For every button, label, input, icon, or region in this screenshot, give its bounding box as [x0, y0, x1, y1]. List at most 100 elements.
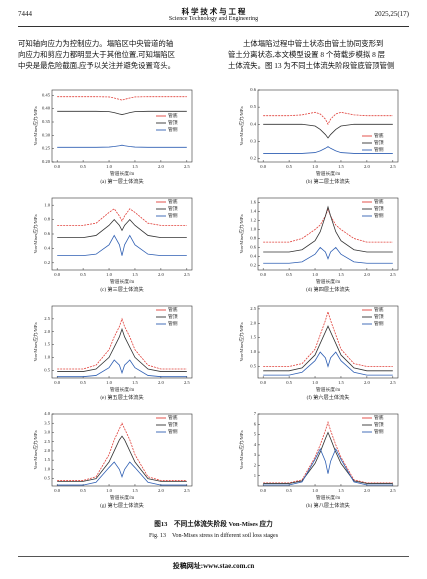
- plot-frame: [51, 89, 193, 163]
- x-tick-label: 0.0: [54, 380, 60, 385]
- y-axis-label: Von-Mises应力/MPa: [32, 323, 39, 362]
- series-line: [263, 310, 393, 367]
- x-tick-label: 1.5: [132, 164, 138, 169]
- series-line: [263, 205, 393, 253]
- legend-label: 管侧: [374, 212, 384, 219]
- text-line: 可知轴向应力为控制应力。塌陷区中央管道的轴: [18, 39, 174, 48]
- y-tick-label: 0.35: [42, 119, 51, 124]
- plot-frame: [257, 305, 399, 379]
- y-tick-label: 2: [254, 462, 257, 467]
- x-tick-label: 1.0: [106, 272, 112, 277]
- chart-caption: (d) 第四层土体流失: [306, 285, 350, 293]
- legend-label: 管顶: [168, 205, 178, 212]
- y-tick-label: 0.2: [250, 263, 256, 268]
- y-tick-label: 1.5: [44, 342, 50, 347]
- x-tick-label: 0.0: [54, 272, 60, 277]
- y-tick-label: 1.5: [250, 335, 256, 340]
- x-tick-label: 0.5: [80, 488, 86, 493]
- y-tick-label: 1.5: [44, 457, 50, 462]
- x-axis-label: 管道长度/m: [316, 386, 341, 393]
- y-tick-label: 0.30: [42, 132, 51, 137]
- y-tick-label: 0.40: [42, 106, 51, 111]
- text-line: 向应力和剪应力都明显大于其他位置,可知塌陷区: [18, 50, 176, 59]
- y-axis-label: Von-Mises应力/MPa: [238, 215, 245, 254]
- x-axis-label: 管道长度/m: [316, 170, 341, 177]
- x-tick-label: 0.0: [260, 164, 266, 169]
- text-line: 中央是最危险截面,应予以关注并避免设置弯头。: [18, 61, 176, 70]
- x-tick-label: 2.5: [184, 380, 190, 385]
- legend-label: 管底: [168, 112, 178, 119]
- chart-caption: (g) 第七层土体流失: [100, 501, 144, 509]
- y-tick-label: 1.0: [250, 349, 256, 354]
- legend-label: 管顶: [374, 139, 384, 146]
- x-tick-label: 0.5: [286, 488, 292, 493]
- series-line: [263, 448, 393, 486]
- x-axis-label: 管道长度/m: [110, 278, 135, 285]
- series-line: [57, 435, 187, 482]
- legend-label: 管顶: [168, 313, 178, 320]
- y-axis-label: Von-Mises应力/MPa: [32, 107, 39, 146]
- y-tick-label: 0.8: [250, 236, 256, 241]
- y-tick-label: 4.0: [44, 411, 50, 416]
- y-tick-label: 0.6: [250, 245, 256, 250]
- series-line: [263, 325, 393, 372]
- x-tick-label: 2.0: [158, 272, 164, 277]
- legend-label: 管顶: [374, 421, 384, 428]
- chart-caption: (f) 第六层土体流失: [307, 393, 351, 401]
- legend-label: 管底: [168, 306, 178, 313]
- series-line: [263, 123, 393, 139]
- x-tick-label: 2.0: [364, 380, 370, 385]
- y-tick-label: 1.0: [44, 466, 50, 471]
- y-tick-label: 0.6: [44, 231, 50, 236]
- y-tick-label: 0.4: [250, 254, 256, 259]
- x-tick-label: 0.0: [260, 488, 266, 493]
- x-tick-label: 2.0: [158, 380, 164, 385]
- y-tick-label: 4: [254, 442, 257, 447]
- legend-label: 管侧: [374, 320, 384, 327]
- y-axis-label: Von-Mises应力/MPa: [238, 323, 245, 362]
- y-tick-label: 3.5: [44, 420, 50, 425]
- y-tick-label: 3.0: [44, 430, 50, 435]
- series-line: [57, 144, 187, 148]
- left-paragraph: 可知轴向应力为控制应力。塌陷区中央管道的轴 向应力和剪应力都明显大于其他位置,可…: [18, 38, 175, 71]
- x-tick-label: 1.5: [338, 380, 344, 385]
- y-tick-label: 0.2: [250, 156, 256, 161]
- x-tick-label: 1.5: [338, 164, 344, 169]
- chart-caption: (a) 第一层土体流失: [100, 177, 144, 185]
- issue: 2025,25(17): [374, 10, 409, 18]
- x-tick-label: 2.0: [364, 272, 370, 277]
- y-tick-label: 0.6: [250, 87, 256, 92]
- x-tick-label: 0.0: [54, 488, 60, 493]
- y-tick-label: 2.0: [250, 320, 256, 325]
- y-tick-label: 0.4: [250, 121, 256, 126]
- series-line: [263, 246, 393, 264]
- y-tick-label: 1: [254, 473, 257, 478]
- y-tick-label: 1.0: [44, 354, 50, 359]
- legend-label: 管侧: [168, 428, 178, 435]
- x-tick-label: 1.0: [312, 164, 318, 169]
- y-tick-label: 0.4: [44, 245, 50, 250]
- y-tick-label: 0.5: [250, 104, 256, 109]
- y-tick-label: 1.0: [250, 227, 256, 232]
- x-tick-label: 2.5: [184, 488, 190, 493]
- right-paragraph: 土体塌陷过程中管土状态由管土协同变形到 管土分离状态,本文模型设置 8 个荷载步…: [228, 38, 394, 71]
- legend-label: 管顶: [374, 313, 384, 320]
- series-line: [263, 208, 393, 243]
- x-tick-label: 2.5: [184, 164, 190, 169]
- x-tick-label: 2.5: [390, 380, 396, 385]
- y-tick-label: 0.45: [42, 92, 51, 97]
- series-line: [263, 420, 393, 484]
- legend-label: 管侧: [168, 212, 178, 219]
- text-line: 管土分离状态,本文模型设置 8 个荷载步模拟 8 层: [228, 50, 386, 59]
- x-tick-label: 0.0: [260, 380, 266, 385]
- y-tick-label: 1.2: [250, 218, 256, 223]
- x-tick-label: 1.0: [312, 488, 318, 493]
- series-line: [57, 96, 187, 101]
- y-tick-label: 0.8: [44, 217, 50, 222]
- legend-label: 管底: [374, 414, 384, 421]
- y-axis-label: Von-Mises应力/MPa: [238, 107, 245, 146]
- x-tick-label: 1.5: [132, 380, 138, 385]
- x-tick-label: 2.0: [158, 164, 164, 169]
- legend-label: 管底: [374, 132, 384, 139]
